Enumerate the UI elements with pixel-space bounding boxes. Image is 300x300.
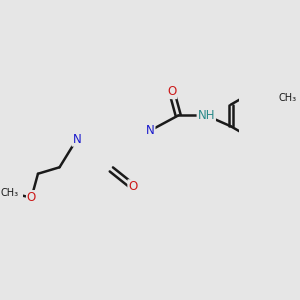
Text: O: O [27, 191, 36, 204]
Text: O: O [128, 180, 137, 193]
Text: N: N [146, 124, 154, 137]
Text: NH: NH [197, 109, 215, 122]
Text: N: N [72, 133, 81, 146]
Text: O: O [167, 85, 176, 98]
Text: CH₃: CH₃ [1, 188, 19, 198]
Text: CH₃: CH₃ [278, 93, 297, 103]
